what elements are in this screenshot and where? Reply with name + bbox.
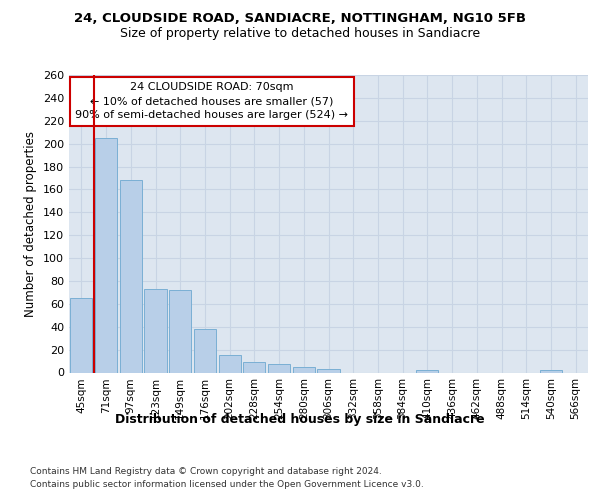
Bar xyxy=(416,370,439,372)
Bar xyxy=(293,367,315,372)
Bar xyxy=(243,362,265,372)
Text: 24, CLOUDSIDE ROAD, SANDIACRE, NOTTINGHAM, NG10 5FB: 24, CLOUDSIDE ROAD, SANDIACRE, NOTTINGHA… xyxy=(74,12,526,26)
Text: Size of property relative to detached houses in Sandiacre: Size of property relative to detached ho… xyxy=(120,28,480,40)
Text: Distribution of detached houses by size in Sandiacre: Distribution of detached houses by size … xyxy=(115,412,485,426)
Bar xyxy=(540,370,562,372)
Text: 24 CLOUDSIDE ROAD: 70sqm
← 10% of detached houses are smaller (57)
90% of semi-d: 24 CLOUDSIDE ROAD: 70sqm ← 10% of detach… xyxy=(75,82,348,120)
Bar xyxy=(268,364,290,372)
Bar xyxy=(317,369,340,372)
Bar xyxy=(218,356,241,372)
Bar xyxy=(95,138,117,372)
Text: Contains HM Land Registry data © Crown copyright and database right 2024.: Contains HM Land Registry data © Crown c… xyxy=(30,468,382,476)
Text: Contains public sector information licensed under the Open Government Licence v3: Contains public sector information licen… xyxy=(30,480,424,489)
Bar xyxy=(119,180,142,372)
Y-axis label: Number of detached properties: Number of detached properties xyxy=(25,130,37,317)
Bar xyxy=(194,329,216,372)
Bar xyxy=(70,298,92,372)
Bar xyxy=(145,289,167,372)
Bar xyxy=(169,290,191,372)
